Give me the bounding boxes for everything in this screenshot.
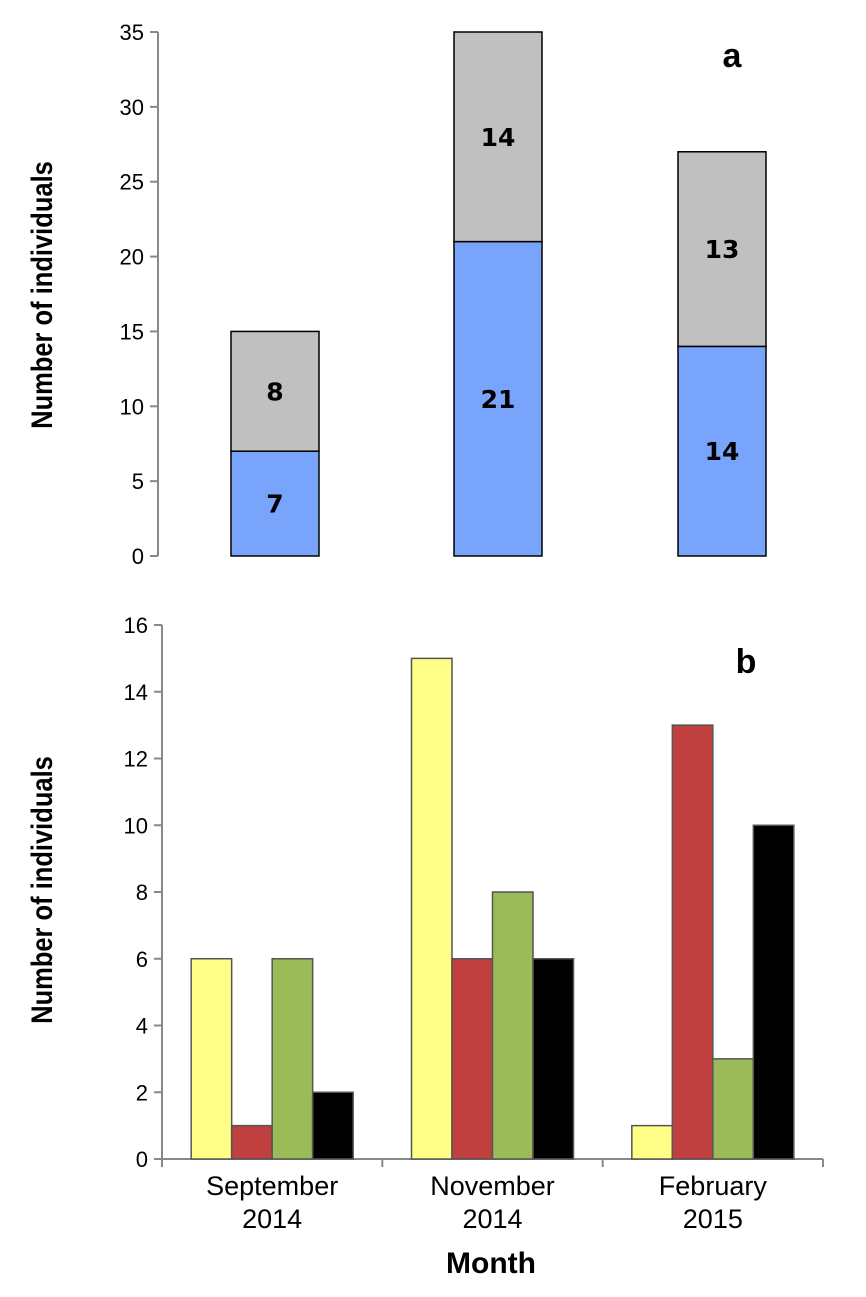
- bar-b-series1: [631, 1124, 674, 1160]
- y-tick-label-b: 6: [136, 947, 148, 972]
- y-tick-label-a: 35: [120, 20, 144, 45]
- data-label-a: 8: [266, 377, 283, 406]
- y-tick-label-a: 0: [132, 544, 144, 569]
- y-tick-label-a: 10: [120, 394, 144, 419]
- y-tick-label-b: 12: [124, 747, 148, 772]
- bar-b-series2: [671, 724, 714, 1160]
- bar-b-series2: [230, 1124, 273, 1160]
- bar-b-series3: [491, 891, 534, 1160]
- bar-b-series4: [752, 824, 795, 1160]
- y-tick-label-b: 4: [136, 1014, 148, 1039]
- bar-b-series1: [410, 657, 453, 1160]
- y-tick-label-b: 2: [136, 1080, 148, 1105]
- x-axis-title: Month: [446, 1247, 536, 1280]
- y-tick-label-b: 16: [124, 613, 148, 638]
- x-category-label: November 2014: [430, 1171, 555, 1234]
- y-tick-label-a: 15: [120, 319, 144, 344]
- y-tick-label-a: 20: [120, 245, 144, 270]
- data-label-a: 21: [481, 385, 516, 414]
- y-axis-title-a: Number of individuals: [25, 161, 58, 429]
- chart-panel-b: 0 2 4 6 8 10 12 14 16 September 2014 November 2014 Fe…: [124, 613, 824, 1234]
- bar-a-series1: [230, 450, 320, 557]
- y-axis-title-b: Number of individuals: [25, 756, 58, 1024]
- bar-a-series1: [453, 240, 543, 557]
- y-tick-label-a: 5: [132, 469, 144, 494]
- bar-b-series3: [712, 1058, 755, 1160]
- bar-b-series4: [311, 1091, 354, 1160]
- data-label-a: 14: [705, 437, 740, 466]
- y-tick-label-a: 30: [120, 95, 144, 120]
- data-label-a: 13: [705, 235, 740, 264]
- bar-a-series2: [230, 330, 320, 452]
- y-tick-label-b: 10: [124, 813, 148, 838]
- bar-b-series4: [532, 958, 575, 1160]
- bar-a-series1: [677, 345, 767, 557]
- y-tick-label-b: 8: [136, 880, 148, 905]
- data-label-a: 7: [266, 490, 283, 519]
- panel-a-label: a: [723, 37, 743, 75]
- bar-b-series2: [451, 958, 494, 1160]
- y-tick-label-b: 0: [136, 1147, 148, 1172]
- bar-a-series2: [677, 151, 767, 348]
- bar-a-series2: [453, 31, 543, 243]
- bar-b-series3: [271, 958, 314, 1160]
- x-category-label: September 2014: [206, 1171, 338, 1234]
- panel-b-label: b: [736, 643, 757, 681]
- y-tick-label-a: 25: [120, 170, 144, 195]
- x-category-label: February 2015: [659, 1171, 768, 1234]
- bar-b-series1: [190, 958, 233, 1160]
- data-label-a: 14: [481, 123, 516, 152]
- y-tick-label-b: 14: [124, 680, 148, 705]
- chart-panel-a: 0 5 10 15 20 25 30 35 7 8 21 14 14 13: [120, 20, 767, 569]
